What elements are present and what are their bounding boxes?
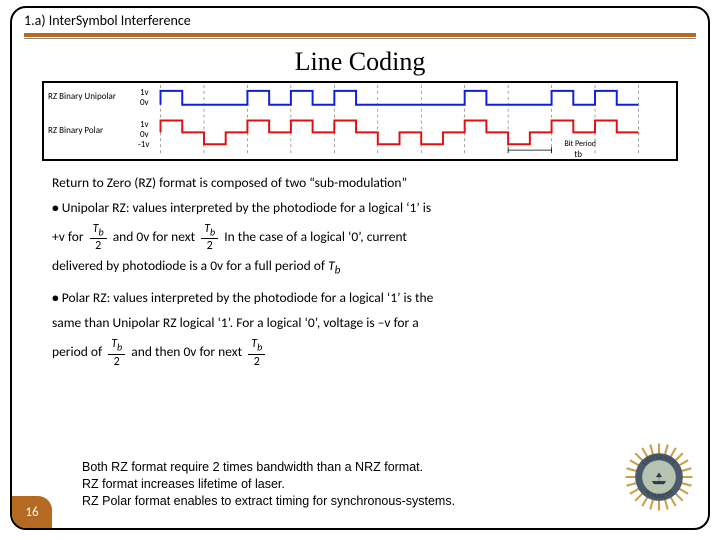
uni-seg1b: and 0v for next <box>113 228 195 245</box>
waveform-chart: RZ Binary Unipolar RZ Binary Polar 1v 0v… <box>42 81 678 161</box>
period-sub: b <box>335 264 341 278</box>
rule-dark <box>24 33 696 37</box>
intro-line: Return to Zero (RZ) format is composed o… <box>52 173 680 194</box>
footnote: Both RZ format require 2 times bandwidth… <box>82 459 455 510</box>
frac-den: 2 <box>108 355 125 368</box>
body-text: Return to Zero (RZ) format is composed o… <box>12 161 708 368</box>
frac-sub: b <box>117 341 122 354</box>
uni-seg3: delivered by photodiode is a 0v for a fu… <box>52 257 325 274</box>
rule-thin <box>24 38 696 39</box>
polar-line3: period of Tb2 and then 0v for next Tb2 <box>52 338 680 367</box>
university-logo: UNIVERSITYPLYMOUTH <box>624 442 694 512</box>
polar-lead: • Polar RZ: values interpreted by the ph… <box>52 288 680 309</box>
uni-seg1a: +v for <box>52 228 84 245</box>
frac-den: 2 <box>90 239 107 252</box>
slide-title: Line Coding <box>12 47 708 77</box>
frac-tb2: Tb2 <box>201 223 218 252</box>
polar-line2: same than Unipolar RZ logical ‘1’. For a… <box>52 313 680 334</box>
period-sym: T <box>328 257 335 274</box>
footnote-l3: RZ Polar format enables to extract timin… <box>82 493 455 510</box>
bullet-icon: • <box>52 289 62 306</box>
frac-den: 2 <box>248 355 265 368</box>
unipolar-line2: +v for Tb2 and 0v for next Tb2 In the ca… <box>52 223 680 252</box>
frac-den: 2 <box>201 239 218 252</box>
page-number: 16 <box>12 496 52 528</box>
section-text: 1.a) InterSymbol Interference <box>24 12 191 29</box>
unipolar-lead: • Unipolar RZ: values interpreted by the… <box>52 198 680 219</box>
uni-seg2: In the case of a logical ‘0’, current <box>224 228 407 245</box>
pol-lead: Polar RZ: values interpreted by the phot… <box>62 289 434 306</box>
uni-lead: Unipolar RZ: values interpreted by the p… <box>62 199 431 216</box>
pol-seg2a: period of <box>52 343 102 360</box>
frac-sub: b <box>257 341 262 354</box>
bullet-icon: • <box>52 199 62 216</box>
pol-seg2b: and then 0v for next <box>131 343 242 360</box>
frac-sub: b <box>210 225 215 238</box>
frac-sub: b <box>98 225 103 238</box>
slide-frame: 1.a) InterSymbol Interference Line Codin… <box>10 6 710 530</box>
footnote-l2: RZ format increases lifetime of laser. <box>82 476 455 493</box>
waveform-svg <box>44 83 676 162</box>
frac-tb2: Tb2 <box>90 223 107 252</box>
frac-tb2: Tb2 <box>108 338 125 367</box>
footnote-l1: Both RZ format require 2 times bandwidth… <box>82 459 455 476</box>
unipolar-line3: delivered by photodiode is a 0v for a fu… <box>52 256 680 280</box>
section-header: 1.a) InterSymbol Interference <box>12 8 708 31</box>
frac-tb2: Tb2 <box>248 338 265 367</box>
